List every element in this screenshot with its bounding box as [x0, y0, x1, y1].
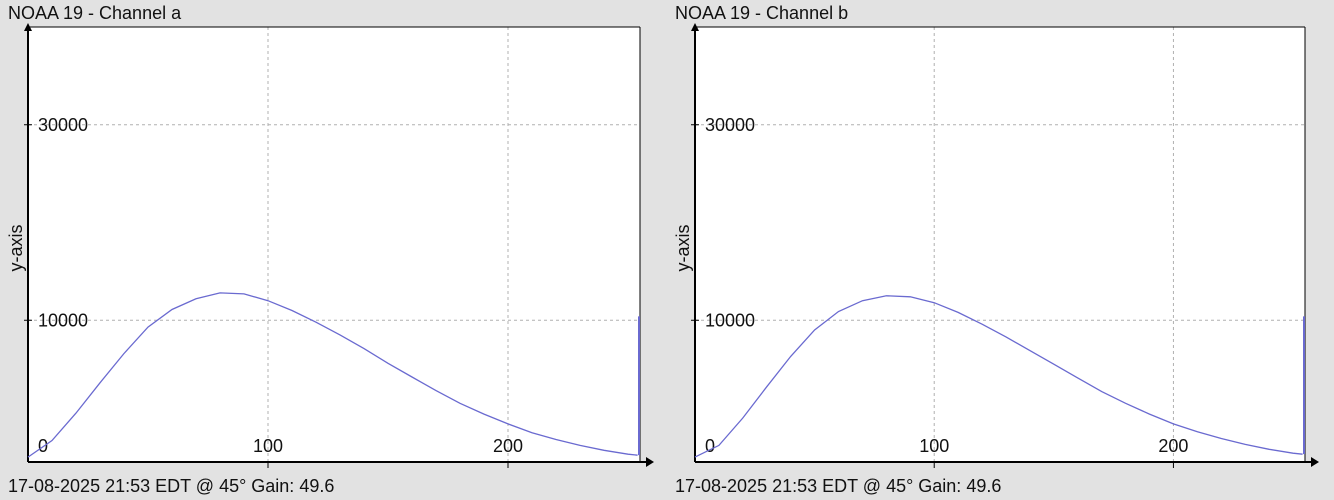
y-tick-label: 30000 [38, 115, 88, 135]
chart-panel-b: NOAA 19 - Channel b 100 200 10000 30000 0 y-a… [667, 0, 1334, 500]
chart-title: NOAA 19 - Channel a [8, 3, 182, 23]
x-tick-label: 200 [493, 436, 523, 456]
y-tick-label: 30000 [705, 115, 755, 135]
y-tick-label: 10000 [38, 310, 88, 330]
x-axis-arrow [1311, 457, 1319, 467]
series-line [694, 295, 1303, 458]
x-tick-label: 100 [253, 436, 283, 456]
y-axis-arrow [24, 23, 32, 31]
plot-background [695, 27, 1305, 462]
y-tick-label: 10000 [705, 310, 755, 330]
x-tick-label: 100 [919, 436, 949, 456]
x-axis-arrow [646, 457, 654, 467]
chart-footer: 17-08-2025 21:53 EDT @ 45° Gain: 49.6 [8, 476, 335, 496]
plot-background [28, 27, 640, 462]
origin-tick-label: 0 [705, 436, 715, 456]
y-axis-label: y-axis [6, 224, 26, 271]
x-tick-label: 200 [1158, 436, 1188, 456]
y-axis-label: y-axis [673, 224, 693, 271]
y-axis-arrow [691, 23, 699, 31]
chart-footer: 17-08-2025 21:53 EDT @ 45° Gain: 49.6 [675, 476, 1002, 496]
chart-panel-a: NOAA 19 - Channel a 100 200 10000 30000 0 y-a… [6, 3, 654, 496]
chart-title: NOAA 19 - Channel b [675, 3, 849, 23]
series-line [27, 292, 638, 458]
plot-area-channel-b: 100 200 10000 30000 0 y-axis [673, 23, 1319, 468]
